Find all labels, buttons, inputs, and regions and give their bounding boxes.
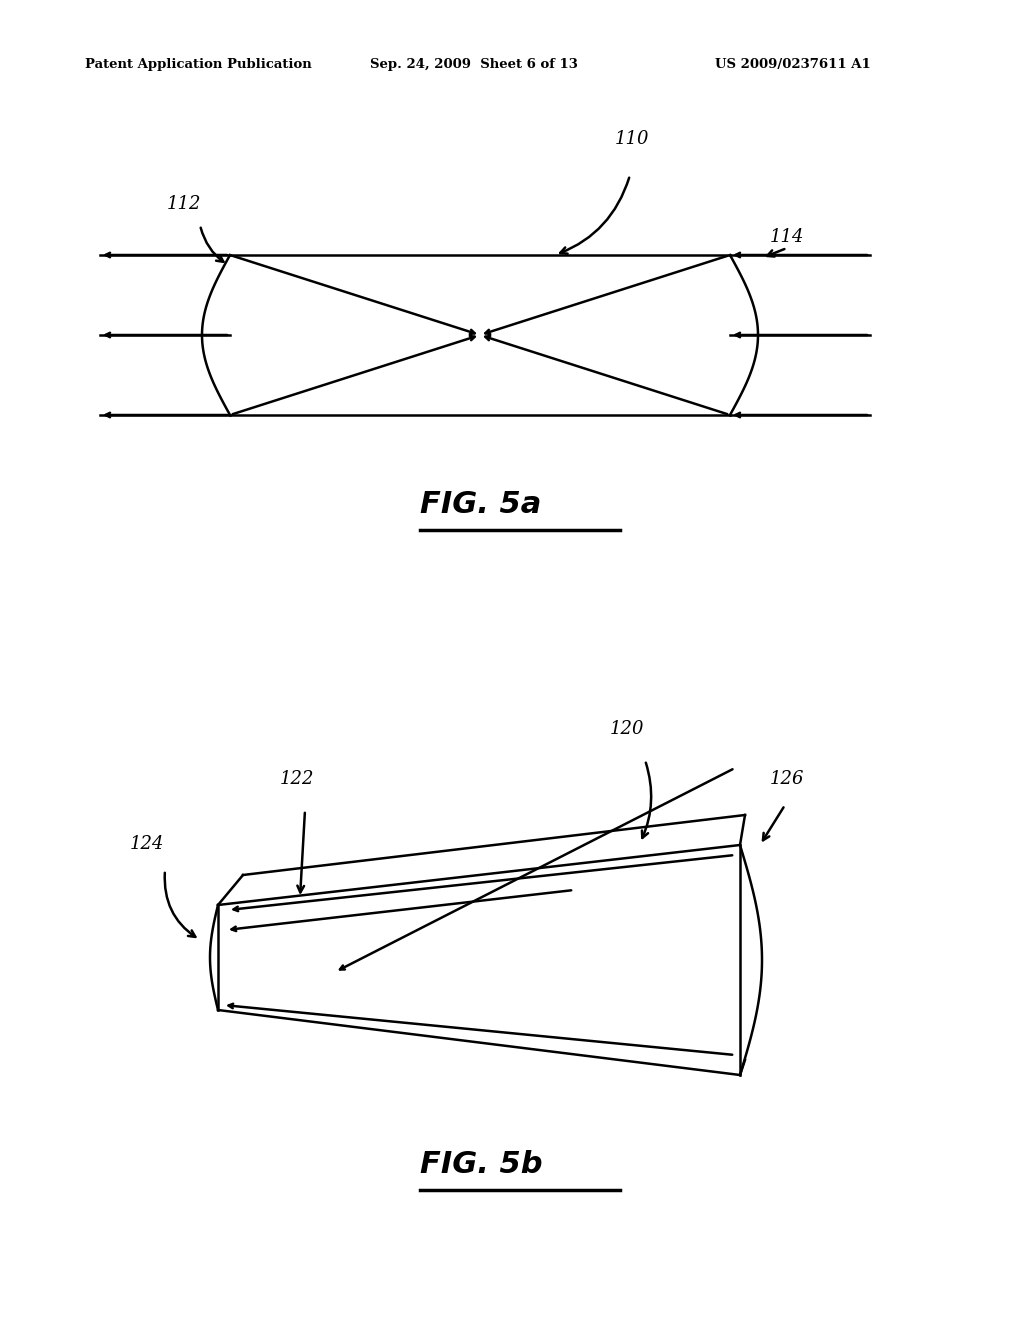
Text: 112: 112 <box>167 195 202 213</box>
Text: Sep. 24, 2009  Sheet 6 of 13: Sep. 24, 2009 Sheet 6 of 13 <box>370 58 578 71</box>
Text: FIG. 5a: FIG. 5a <box>420 490 542 519</box>
Text: 114: 114 <box>770 228 805 246</box>
Text: 110: 110 <box>615 129 649 148</box>
Text: 122: 122 <box>280 770 314 788</box>
Text: FIG. 5b: FIG. 5b <box>420 1150 543 1179</box>
Text: 124: 124 <box>130 836 165 853</box>
Text: Patent Application Publication: Patent Application Publication <box>85 58 311 71</box>
Text: US 2009/0237611 A1: US 2009/0237611 A1 <box>715 58 870 71</box>
Text: 120: 120 <box>610 719 644 738</box>
Text: 126: 126 <box>770 770 805 788</box>
